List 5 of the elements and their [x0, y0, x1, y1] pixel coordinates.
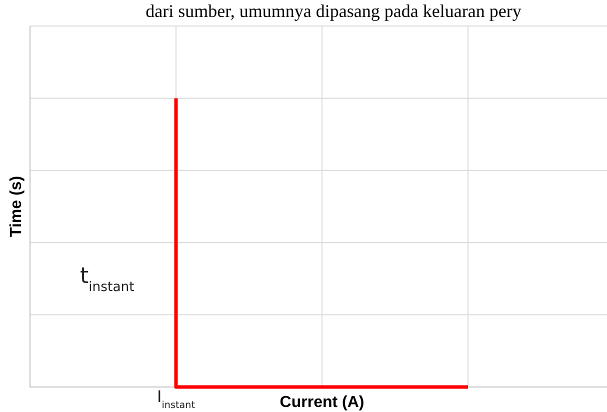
annotation: I$_{instant}$	[157, 387, 196, 410]
text: dari sumber, umumnya dipasang pada keluaran pery	[146, 1, 522, 21]
x-axis-title: Current (A)	[280, 394, 364, 411]
y-axis-title: Time (s)	[8, 176, 25, 238]
annotation: t$_{instant}$	[80, 264, 134, 294]
